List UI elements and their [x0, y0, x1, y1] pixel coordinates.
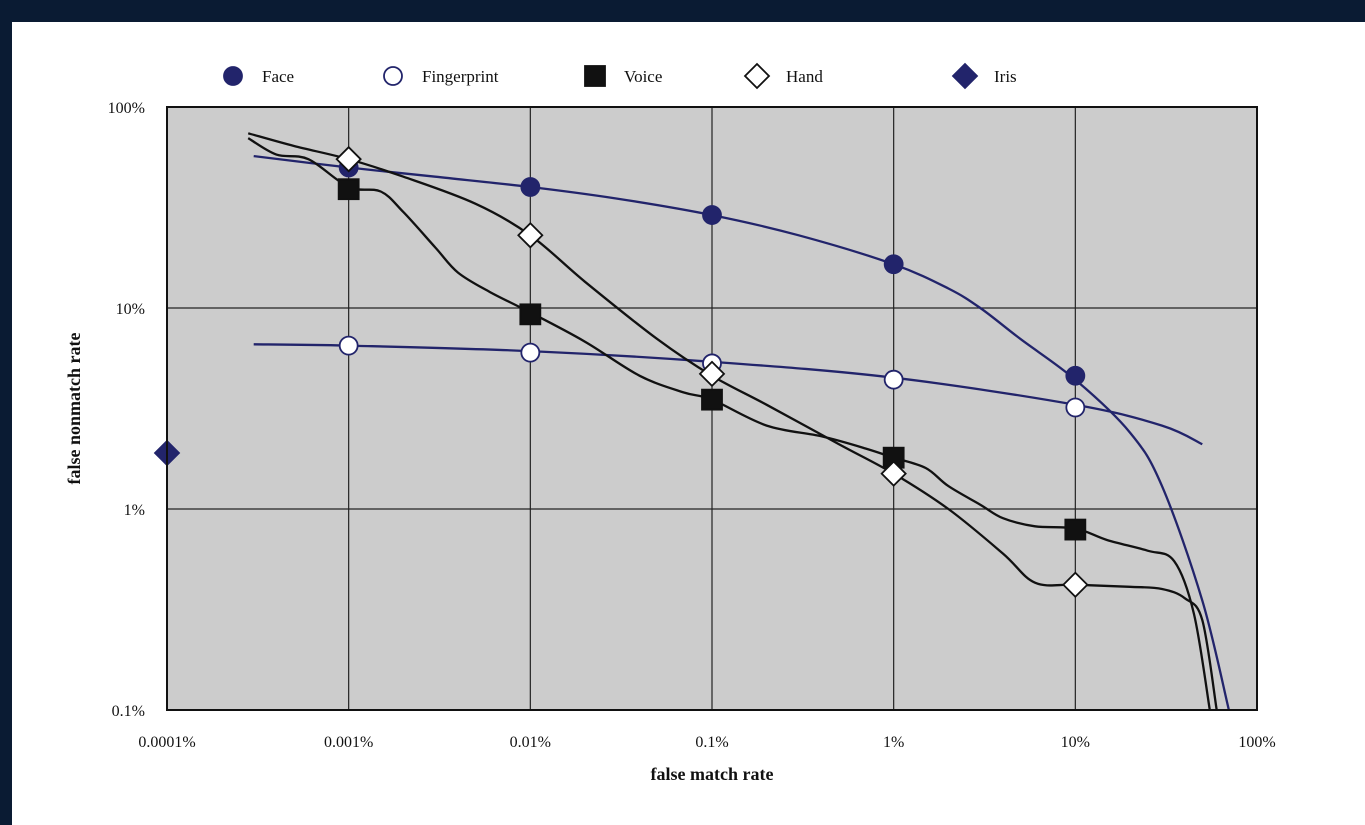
- hand-marker: [1062, 571, 1089, 598]
- voice-marker: [337, 178, 360, 201]
- face-marker: [1065, 365, 1086, 386]
- face-curve: [253, 154, 1231, 711]
- x-tick-label: 10%: [1061, 734, 1090, 751]
- x-tick-label: 0.0001%: [138, 734, 195, 751]
- voice-marker: [519, 303, 542, 326]
- hand-curve: [247, 132, 1218, 711]
- series-markers: [153, 145, 1089, 598]
- fingerprint-curve: [253, 343, 1203, 446]
- y-axis-title: false nonmatch rate: [64, 333, 84, 485]
- y-tick-label: 1%: [124, 502, 145, 519]
- x-tick-label: 1%: [883, 734, 904, 751]
- legend-voice-label: Voice: [624, 67, 662, 86]
- legend-fingerprint-marker: [383, 66, 403, 86]
- hand-marker: [517, 222, 544, 249]
- x-axis-title: false match rate: [651, 764, 774, 784]
- x-tick-label: 100%: [1238, 734, 1275, 751]
- legend-hand-marker: [743, 62, 771, 90]
- legend-hand-label: Hand: [786, 67, 823, 86]
- hand-marker: [698, 360, 726, 388]
- voice-curve: [247, 137, 1211, 711]
- fingerprint-marker: [520, 342, 541, 363]
- voice-marker: [701, 388, 723, 411]
- x-tick-label: 0.1%: [695, 734, 728, 751]
- legend-voice-marker: [584, 65, 606, 87]
- legend-iris-label: Iris: [994, 67, 1017, 86]
- fingerprint-marker: [883, 369, 904, 390]
- voice-marker: [1064, 518, 1087, 541]
- face-marker: [520, 177, 541, 197]
- legend-face-label: Face: [262, 67, 294, 86]
- y-tick-label: 0.1%: [112, 703, 145, 720]
- x-tick-labels: 0.0001% 0.001% 0.01% 0.1% 1% 10% 100%: [138, 734, 1275, 751]
- hand-marker: [335, 145, 362, 173]
- fingerprint-marker: [338, 335, 359, 356]
- legend-iris-marker: [951, 62, 979, 90]
- legend: Face Fingerprint Voice Hand Iris: [223, 62, 1017, 90]
- y-tick-labels: 0.1% 1% 10% 100%: [108, 100, 145, 720]
- hand-marker: [880, 460, 907, 487]
- legend-face-marker: [223, 66, 243, 86]
- series-curves: [247, 132, 1231, 711]
- x-tick-label: 0.001%: [324, 734, 373, 751]
- face-marker: [702, 205, 722, 225]
- x-tick-label: 0.01%: [510, 734, 551, 751]
- face-marker: [883, 254, 904, 275]
- y-tick-label: 10%: [116, 301, 145, 318]
- fingerprint-marker: [1065, 397, 1086, 418]
- y-tick-label: 100%: [108, 100, 145, 117]
- plot-border: [166, 106, 1258, 711]
- legend-fingerprint-label: Fingerprint: [422, 67, 499, 86]
